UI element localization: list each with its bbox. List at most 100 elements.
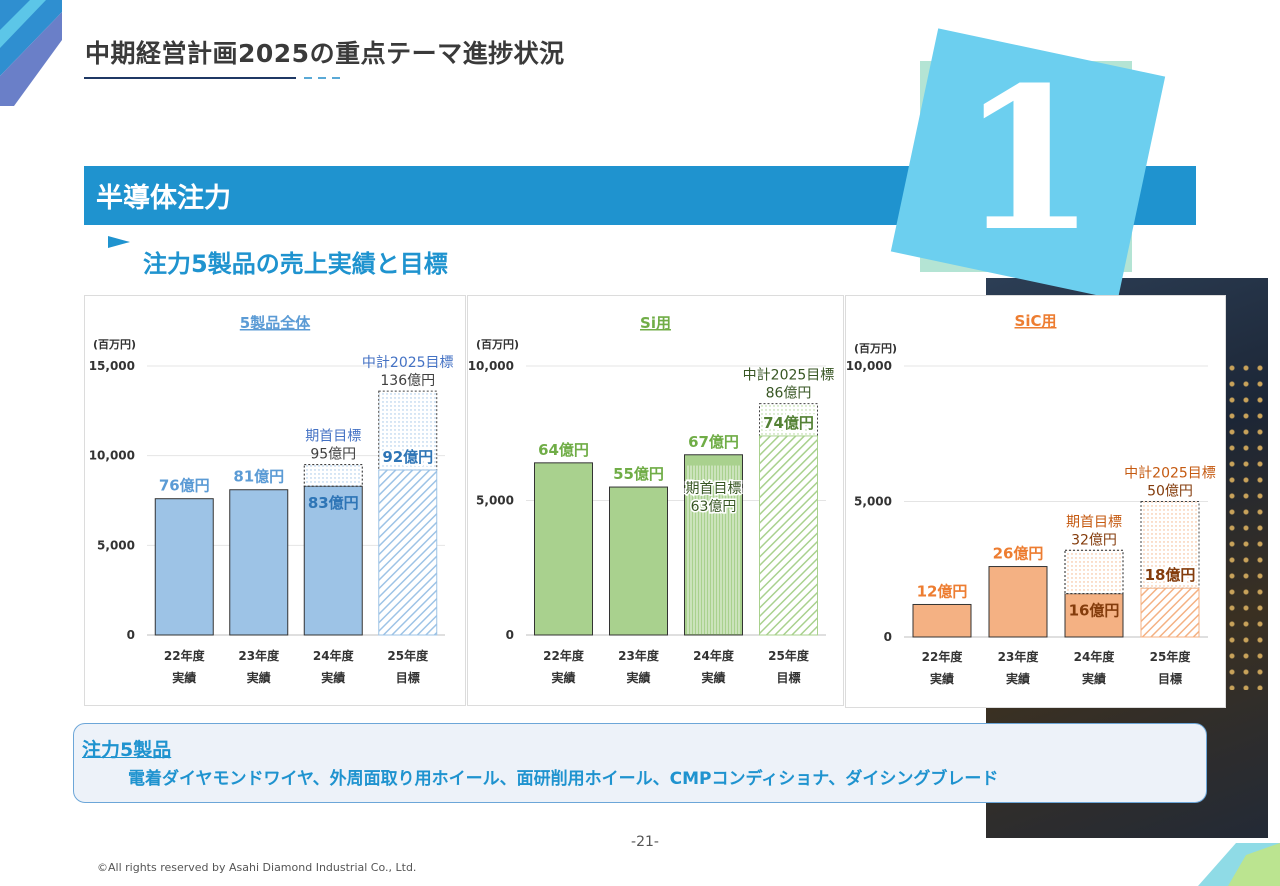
x-category-label: 25年度 — [387, 648, 429, 663]
y-tick-label: 5,000 — [476, 494, 514, 508]
target-value-label: 63億円 — [691, 499, 737, 515]
y-tick-label: 0 — [127, 628, 135, 642]
x-category-label: 実績 — [247, 670, 271, 685]
bar — [988, 566, 1048, 638]
bar — [378, 469, 438, 636]
y-tick-label: 5,000 — [854, 495, 892, 509]
x-category-label: 目標 — [776, 670, 800, 685]
bar — [759, 435, 818, 636]
target-value-label: 86億円 — [766, 386, 812, 402]
x-category-label: 目標 — [396, 670, 420, 685]
bar-value-label: 67億円 — [688, 433, 739, 451]
bar-value-label: 83億円 — [308, 494, 359, 512]
target-caption: 中計2025目標 — [362, 355, 454, 371]
x-category-label: 実績 — [321, 670, 345, 685]
title-underline — [84, 77, 296, 79]
bar — [154, 498, 214, 636]
x-category-label: 実績 — [930, 671, 954, 686]
target-bar-outline — [1140, 501, 1200, 589]
subtitle: 注力5製品の売上実績と目標 — [143, 250, 448, 278]
title-dash-accent — [304, 77, 344, 79]
target-caption: 期首目標 — [1066, 514, 1122, 530]
bar-value-label: 18億円 — [1145, 566, 1196, 584]
y-tick-label: 15,000 — [89, 359, 135, 373]
bar-value-label: 55億円 — [613, 465, 664, 483]
target-bar-outline — [303, 464, 363, 487]
chart-title: 5製品全体 — [240, 314, 311, 332]
y-unit-label: (百万円) — [476, 338, 519, 351]
corner-decoration — [1198, 843, 1280, 886]
section-number-badge: 1 — [959, 45, 1097, 275]
x-category-label: 目標 — [1158, 671, 1182, 686]
target-bar-outline — [1064, 549, 1124, 595]
x-category-label: 実績 — [1082, 671, 1106, 686]
target-value-label: 95億円 — [310, 447, 356, 463]
target-value-label: 136億円 — [380, 373, 435, 389]
y-unit-label: (百万円) — [854, 342, 897, 355]
x-category-label: 22年度 — [164, 648, 206, 663]
bar-value-label: 74億円 — [763, 414, 814, 432]
x-category-label: 実績 — [172, 670, 196, 685]
bar-value-label: 64億円 — [538, 441, 589, 459]
y-tick-label: 10,000 — [468, 359, 514, 373]
corner-logo — [0, 0, 62, 106]
copyright: ©All rights reserved by Asahi Diamond In… — [97, 861, 417, 874]
x-category-label: 実績 — [701, 670, 725, 685]
target-caption: 期首目標 — [686, 481, 742, 497]
chart-panel-sic: SiC用 (百万円) 0 5,000 10,000 12億円 22年度実績 26億円 23年度実… — [845, 295, 1226, 708]
y-tick-label: 0 — [884, 630, 892, 644]
bar-value-label: 81億円 — [233, 468, 284, 486]
x-category-label: 実績 — [1006, 671, 1030, 686]
x-category-label: 22年度 — [543, 648, 585, 663]
target-value-label: 50億円 — [1147, 484, 1193, 500]
x-category-label: 23年度 — [998, 649, 1040, 664]
x-category-label: 実績 — [551, 670, 575, 685]
bar-value-label: 12億円 — [917, 582, 968, 600]
x-category-label: 24年度 — [1074, 649, 1116, 664]
x-category-label: 25年度 — [768, 648, 810, 663]
x-category-label: 23年度 — [238, 648, 280, 663]
bar — [609, 486, 668, 636]
bar-value-label: 76億円 — [159, 477, 210, 495]
x-category-label: 24年度 — [313, 648, 355, 663]
focus-products-heading: 注力5製品 — [82, 739, 172, 761]
focus-products-box — [73, 723, 1207, 803]
section-title: 半導体注力 — [96, 183, 231, 214]
x-category-label: 実績 — [626, 670, 650, 685]
bar — [912, 603, 972, 638]
x-category-label: 24年度 — [693, 648, 735, 663]
y-tick-label: 10,000 — [846, 359, 892, 373]
bar — [1064, 593, 1124, 638]
bar-value-label: 16億円 — [1069, 602, 1120, 620]
bar — [229, 489, 289, 636]
chart-title: Si用 — [640, 314, 671, 332]
target-caption: 中計2025目標 — [743, 368, 835, 384]
target-value-label: 32億円 — [1071, 532, 1117, 548]
bar-value-label: 92億円 — [382, 448, 433, 466]
chart-title: SiC用 — [1015, 312, 1057, 330]
y-tick-label: 5,000 — [97, 538, 135, 552]
x-category-label: 22年度 — [922, 649, 964, 664]
bar — [534, 462, 593, 636]
chart-panel-total: 5製品全体 (百万円) 0 5,000 10,000 15,000 76億円 22年度実績 81… — [84, 295, 466, 706]
x-category-label: 23年度 — [618, 648, 660, 663]
focus-products-list: 電着ダイヤモンドワイヤ、外周面取り用ホイール、面研削用ホイール、CMPコンディシ… — [128, 769, 999, 789]
bar-value-label: 26億円 — [993, 545, 1044, 563]
target-bar-outline — [759, 403, 818, 437]
target-caption: 期首目標 — [305, 429, 361, 445]
page-number: -21- — [631, 834, 659, 850]
target-caption: 中計2025目標 — [1124, 466, 1216, 482]
circuit-pattern — [1225, 360, 1268, 690]
y-tick-label: 10,000 — [89, 449, 135, 463]
chart-panel-si: Si用 (百万円) 0 5,000 10,000 64億円 22年度実績 55億円 23年度実績… — [467, 295, 844, 706]
y-tick-label: 0 — [506, 628, 514, 642]
bar-initial-target-fill — [685, 465, 742, 634]
bar — [1140, 587, 1200, 638]
x-category-label: 25年度 — [1150, 649, 1192, 664]
subtitle-arrow-icon — [108, 236, 130, 248]
y-unit-label: (百万円) — [93, 338, 136, 351]
page-title: 中期経営計画2025の重点テーマ進捗状況 — [85, 39, 565, 68]
